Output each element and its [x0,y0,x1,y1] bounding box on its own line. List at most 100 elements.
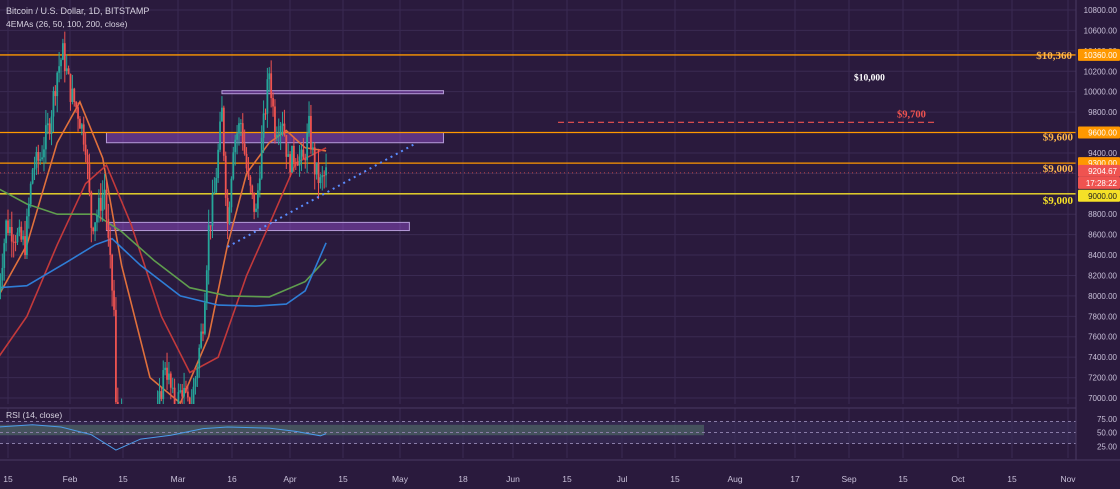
candle-body [215,178,218,193]
candle-body [209,225,212,227]
candle-body [274,106,276,138]
badge-9300-label: 9300.00 [1088,159,1117,168]
candle-body [94,222,96,232]
badge-countdown-label: 17:28:22 [1086,179,1118,188]
zone-8700[interactable] [105,221,410,232]
candle-body [207,225,210,271]
candle-body [12,241,15,243]
candle-body [48,123,51,134]
candle-body [310,115,312,149]
candle-body [63,43,66,72]
candle-body [90,191,93,228]
candle-body [262,113,265,138]
time-axis[interactable]: 15 Feb 15 Mar 16 Apr 15 May 18 Jun 15 Jul 15 Aug 17 Sep… [3,474,1076,484]
candle-body [239,123,242,125]
candle-body [264,113,267,115]
badge-last-price-label: 9204.67 [1088,167,1117,176]
candle-body [31,169,34,184]
candle-body [306,132,309,161]
annotation-9700: $9,700 [897,109,926,120]
candle-body [315,162,318,175]
candle-body [0,280,2,292]
trendline[interactable] [227,141,418,248]
candle-body [243,143,246,154]
candle-body [285,135,288,157]
ascending-trendline[interactable] [227,141,418,248]
candle-body [228,207,231,224]
symbol-title[interactable]: Bitcoin / U.S. Dollar, 1D, BITSTAMP [6,6,150,16]
candle-body [26,216,28,256]
candle-body [300,149,303,157]
badge-9000[interactable] [1078,189,1120,202]
candle-body [319,177,322,184]
candle-body [257,190,259,209]
candle-body [198,347,201,369]
price-tick-label: 10000.00 [1084,88,1118,97]
candle-body [41,157,43,160]
annotation-9300: $9,000 [1043,163,1074,175]
time-tick-label: Oct [951,474,965,484]
candle-body [211,193,214,226]
time-tick-label: 15 [3,474,13,484]
badge-9600[interactable] [1078,126,1120,139]
badge-last-price[interactable] [1078,164,1120,177]
rsi-legend[interactable]: RSI (14, close) [6,410,63,420]
candle-body [200,331,203,348]
indicator-legend[interactable]: 4EMAs (26, 50, 100, 200, close) [6,19,128,29]
candle-body [166,367,168,380]
time-tick-label: Mar [171,474,186,484]
candle-body [86,154,89,165]
rsi-line [0,424,327,451]
candle-body [270,73,273,99]
candle-body [226,197,229,224]
candle-body [107,218,110,238]
candle-body [37,152,40,161]
zone-10000[interactable] [221,90,444,95]
candle-body [67,68,70,74]
candle-body [77,107,79,119]
candle-body [317,162,320,184]
candle-body [177,392,180,404]
candle-body [294,162,297,164]
candle-body [236,133,238,140]
price-axis-bg [1076,0,1120,458]
candle-body [181,390,184,397]
price-axis[interactable]: 10800.0010600.0010400.0010200.0010000.00… [1075,0,1120,460]
candle-body [232,152,235,179]
time-tick-label: 15 [670,474,680,484]
vertical-grid [7,0,1069,458]
badge-countdown[interactable] [1078,176,1120,189]
time-tick-label: 15 [1007,474,1017,484]
candle-body [35,152,38,168]
badge-9000-label: 9000.00 [1088,192,1117,201]
candle-body [268,73,271,80]
annotation-9000: $9,000 [1043,195,1074,207]
candle-body [205,270,208,303]
ema200-line [0,237,327,307]
rsi-panel [0,407,1120,461]
candle-body [255,208,257,212]
candle-body [99,197,102,211]
badge-10360[interactable] [1078,48,1120,61]
rsi-band [0,421,1076,444]
candle-body [283,123,286,136]
price-pane-mask [0,404,1076,408]
time-tick-label: 18 [458,474,468,484]
horizontal-levels[interactable] [0,54,1076,195]
candle-body [27,204,30,217]
candle-body [96,215,98,223]
candle-body [238,123,240,134]
time-tick-label: Feb [63,474,78,484]
candle-body [277,134,280,136]
candle-body [105,189,108,219]
candle-body [3,243,6,268]
time-tick-label: Nov [1060,474,1076,484]
price-tick-label: 8800.00 [1088,210,1117,219]
candle-body [71,88,74,102]
candle-body [260,137,263,179]
candle-body [109,237,112,255]
candle-body [241,123,244,144]
price-tick-label: 8400.00 [1088,251,1117,260]
price-tick-label: 9800.00 [1088,108,1117,117]
